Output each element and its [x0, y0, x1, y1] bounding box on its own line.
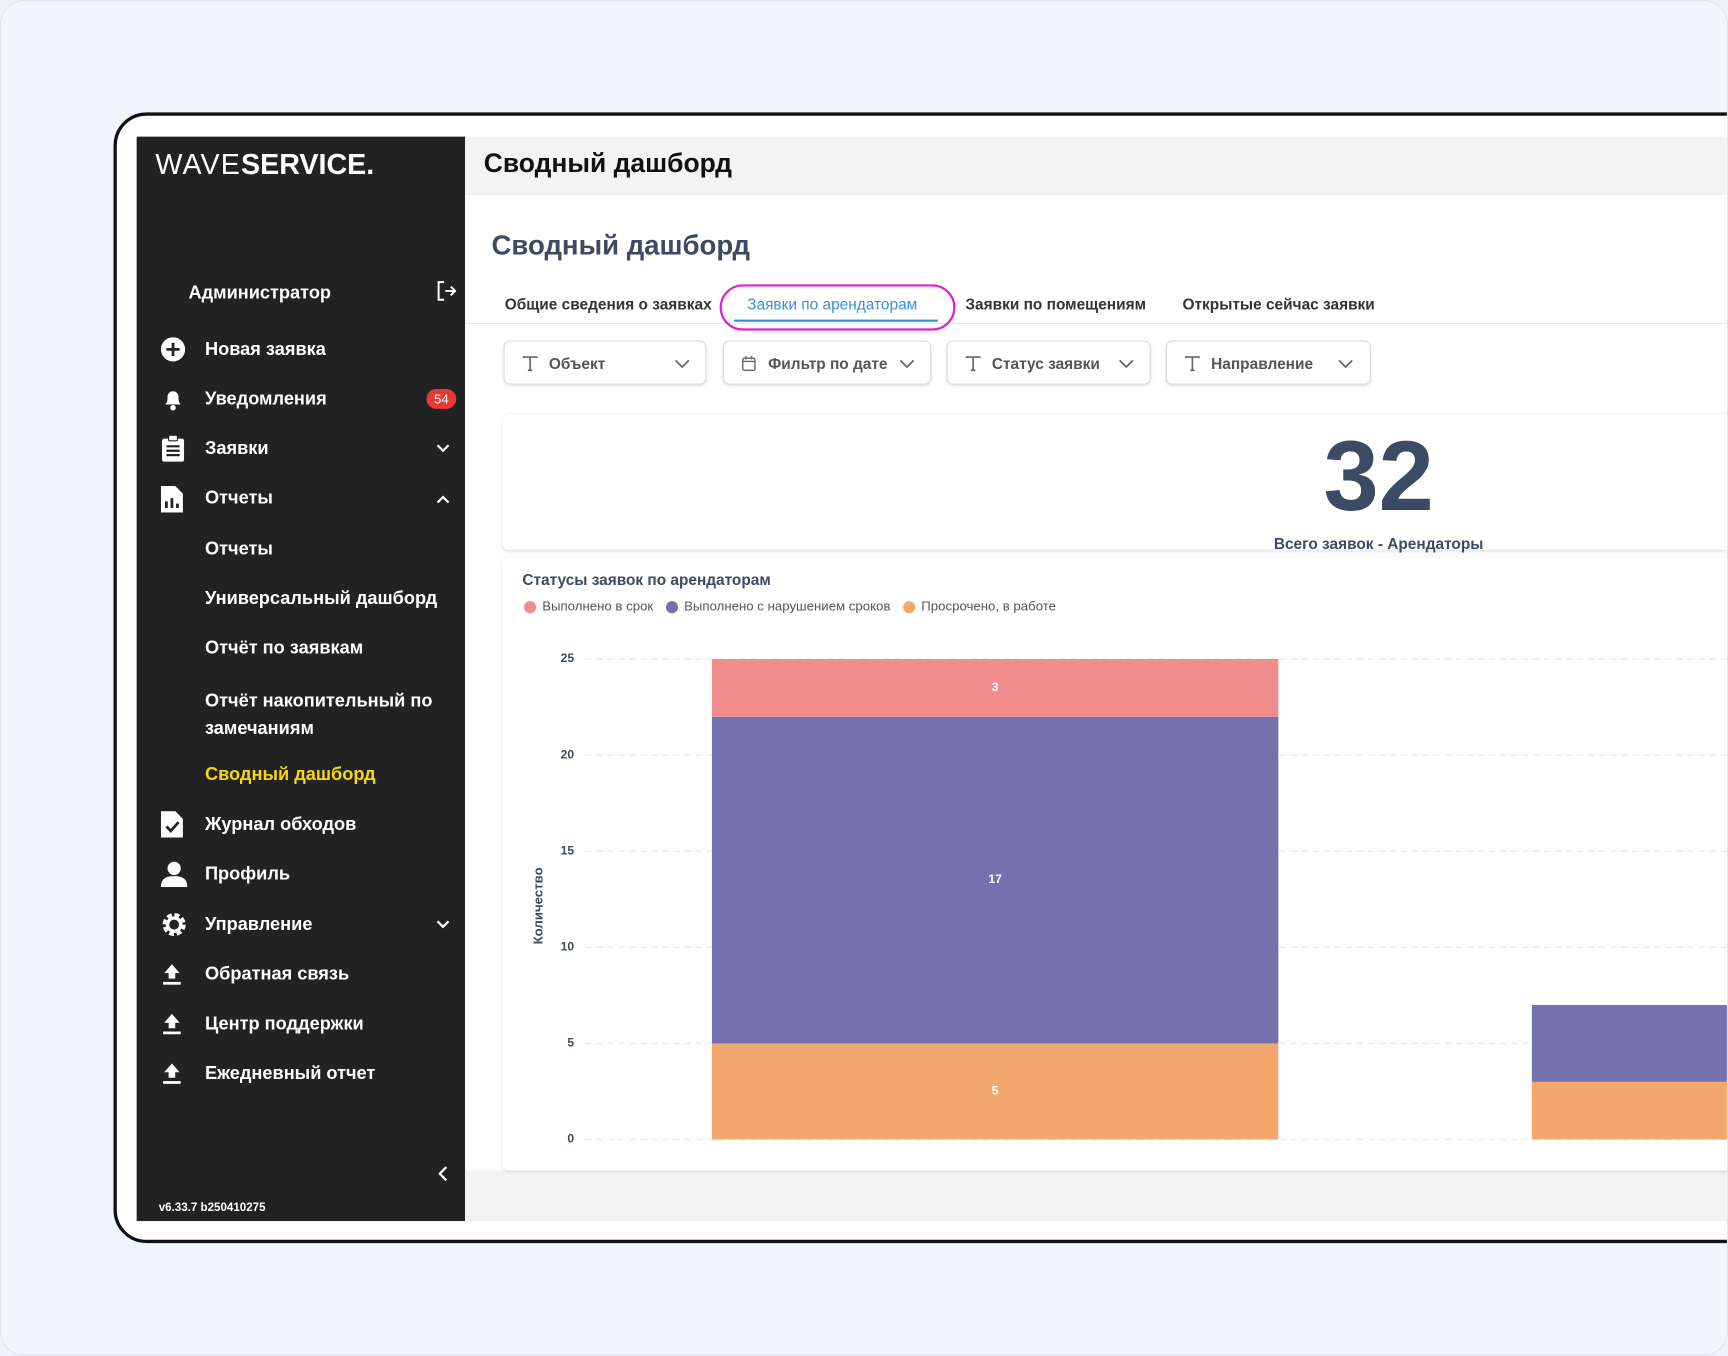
collapse-button[interactable]: [438, 1166, 448, 1182]
kpi-label: Всего заявок - Арендаторы: [1273, 534, 1484, 553]
kpi-card: [502, 414, 1727, 550]
highlight-outline: [719, 284, 956, 331]
sidebar: WAVESERVICE. Администратор Новая заявка …: [136, 136, 466, 1222]
legend-marker: [903, 601, 916, 614]
y-tick-label: 10: [561, 940, 575, 954]
nav-item[interactable]: Отчеты: [204, 488, 273, 509]
icon-report: [160, 485, 183, 513]
chart: Статусы заявок по арендаторам Количество…: [522, 572, 1727, 1146]
text-icon: [522, 356, 538, 372]
chevron-down: [1119, 359, 1134, 369]
tab-divider: [465, 322, 1727, 324]
bar-segment: [711, 716, 1279, 1044]
filter-label: Объект: [548, 354, 606, 373]
legend-label: Просрочено, в работе: [921, 599, 1056, 614]
legend-label: Выполнено в срок: [542, 599, 653, 614]
legend-label: Выполнено с нарушением сроков: [684, 599, 890, 614]
page-title: Сводный дашборд: [491, 230, 750, 262]
text-icon: [1184, 356, 1200, 372]
nav-item[interactable]: Уведомления: [204, 389, 327, 409]
text-icon: [965, 356, 981, 372]
nav-item[interactable]: Управление: [204, 914, 313, 935]
logo-light: WAVE: [155, 147, 241, 181]
icon-upload: [163, 964, 181, 985]
data-label: 3: [992, 680, 999, 694]
y-tick-label: 0: [567, 1132, 574, 1146]
filter-label: Направление: [1211, 354, 1314, 373]
icon-upload: [163, 1063, 181, 1084]
y-tick-label: 25: [561, 651, 575, 665]
tab-underline: [733, 319, 938, 322]
nav-subitem[interactable]: Отчеты: [204, 538, 273, 559]
tab[interactable]: Открытые сейчас заявки: [1182, 295, 1375, 313]
nav-item[interactable]: Центр поддержки: [204, 1013, 364, 1034]
nav-item[interactable]: Профиль: [204, 863, 291, 884]
header-title: Сводный дашборд: [483, 148, 732, 179]
nav-item[interactable]: Обратная связь: [204, 964, 350, 985]
user-name[interactable]: Администратор: [188, 283, 332, 304]
chevron-down: [899, 359, 915, 369]
logo: WAVESERVICE.: [155, 148, 374, 182]
nav-item[interactable]: Ежедневный отчет: [204, 1063, 376, 1084]
chevron-down: [1338, 359, 1353, 369]
filter[interactable]: Направление: [1165, 340, 1371, 385]
notification-badge: 54: [426, 389, 457, 409]
data-label: 5: [992, 1084, 999, 1098]
icon-profile: [160, 861, 188, 888]
filter-label: Статус заявки: [991, 354, 1100, 373]
chevron-down[interactable]: [436, 920, 450, 929]
nav-subitem[interactable]: Универсальный дашборд: [204, 588, 438, 609]
tab[interactable]: Заявки по помещениям: [965, 295, 1147, 313]
filter[interactable]: Фильтр по дате: [722, 340, 932, 385]
chevron-down[interactable]: [436, 444, 450, 453]
nav-item[interactable]: Заявки: [204, 438, 269, 459]
icon-upload: [163, 1013, 181, 1035]
filter[interactable]: Статус заявки: [946, 340, 1151, 385]
nav-subitem[interactable]: Отчёт по заявкам: [204, 638, 364, 658]
nav-subitem-active[interactable]: Сводный дашборд: [204, 764, 376, 785]
filter[interactable]: Объект: [503, 340, 707, 385]
filter-label: Фильтр по дате: [768, 354, 888, 373]
nav-subitem[interactable]: Отчёт накопительный по замечаниям: [204, 690, 433, 739]
tab[interactable]: Общие сведения о заявках: [504, 295, 712, 313]
y-tick-label: 15: [561, 843, 575, 857]
nav-item[interactable]: Новая заявка: [204, 339, 326, 360]
data-label: 17: [988, 872, 1002, 886]
icon-gear: [162, 913, 186, 937]
bar-segment: [711, 1043, 1279, 1140]
bar-segment: [1531, 1004, 1727, 1082]
legend-marker: [524, 601, 537, 614]
logout-icon[interactable]: [436, 280, 457, 302]
bar-segment: [711, 659, 1279, 717]
chevron-down: [674, 359, 690, 369]
nav-item[interactable]: Журнал обходов: [204, 814, 357, 835]
y-axis-title: Количество: [530, 867, 545, 944]
tab-active[interactable]: Заявки по арендаторам: [747, 295, 918, 313]
icon-plus: [160, 337, 186, 362]
icon-journal: [160, 811, 183, 838]
legend-marker: [665, 601, 679, 614]
chevron-up[interactable]: [436, 495, 450, 504]
calendar-icon: [742, 355, 756, 372]
kpi-value: 32: [1323, 422, 1434, 533]
logo-bold: SERVICE.: [240, 147, 375, 181]
icon-bell: [165, 391, 181, 411]
y-tick-label: 20: [561, 747, 575, 761]
y-tick-label: 5: [567, 1036, 574, 1050]
bar-segment: [1531, 1081, 1727, 1140]
version: v6.33.7 b250410275: [158, 1201, 266, 1215]
icon-clipboard: [161, 435, 185, 462]
chart-title: Статусы заявок по арендаторам: [522, 572, 770, 589]
